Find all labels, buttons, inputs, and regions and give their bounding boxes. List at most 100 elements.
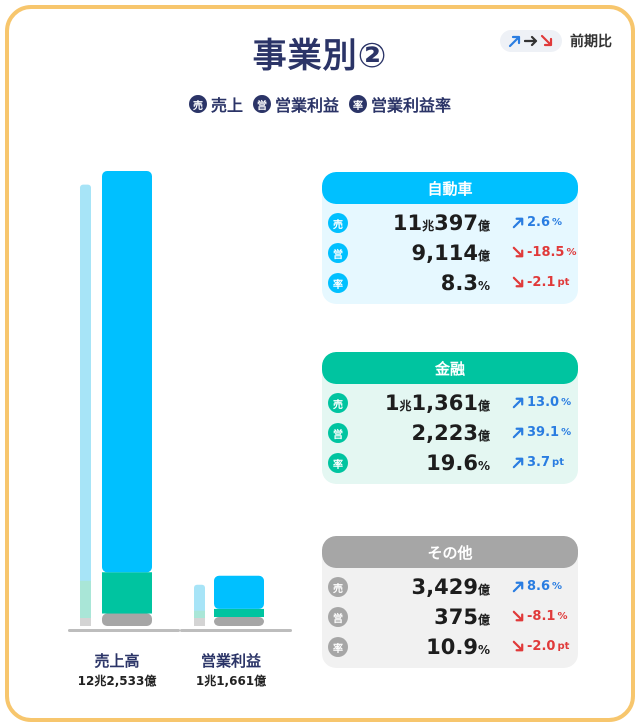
prev-bar-0 bbox=[80, 184, 91, 626]
sales-badge: 売 bbox=[188, 95, 207, 113]
segment-card-auto: 自動車売 11兆397億 2.6% 営 9,114億 -18.5% 率 8.3% -2.1 pt bbox=[322, 172, 578, 304]
down-arrow-icon bbox=[512, 640, 524, 652]
down-arrow-icon bbox=[512, 246, 524, 258]
bar-自動車-営業利益 bbox=[214, 575, 264, 609]
change-unit: % bbox=[561, 397, 572, 408]
metric-legend: 売 売上 営 営業利益 率 営業利益率 bbox=[0, 92, 640, 116]
prev-bar-other-0 bbox=[80, 618, 91, 626]
up-arrow-icon bbox=[512, 427, 524, 439]
margin-badge: 率 bbox=[349, 95, 367, 113]
page-title: 事業別② bbox=[252, 36, 388, 76]
metric-value: 11兆397億 bbox=[393, 211, 490, 235]
metric-unit1: % bbox=[477, 643, 490, 657]
segment-name: 自動車 bbox=[322, 172, 578, 204]
prev-bar-finance-0 bbox=[80, 580, 91, 618]
category-label-op: 営業利益 bbox=[200, 652, 261, 670]
metric-unit1: % bbox=[477, 459, 490, 473]
baseline-0 bbox=[68, 629, 180, 632]
metric-badge: 売 bbox=[328, 393, 348, 413]
metric-change: -2.1 pt bbox=[512, 275, 569, 290]
legend-margin: 率 営業利益率 bbox=[349, 92, 451, 116]
bar-金融-売上高 bbox=[102, 572, 152, 614]
change-value: -8.1 bbox=[527, 609, 556, 624]
metric-change: -2.0 pt bbox=[512, 639, 569, 654]
change-unit: pt bbox=[557, 277, 570, 288]
down-arrow-icon bbox=[512, 276, 524, 288]
change-value: -2.0 bbox=[527, 639, 556, 654]
metric-unit1: 億 bbox=[477, 613, 490, 627]
metric-row: 営 375億 -8.1% bbox=[322, 602, 578, 632]
metric-row: 営 2,223億 39.1% bbox=[322, 418, 578, 448]
category-value-sales: 12兆2,533億 bbox=[77, 674, 157, 688]
metric-badge: 率 bbox=[328, 637, 348, 657]
legend-op-label: 営業利益 bbox=[274, 96, 339, 115]
metric-change: 2.6% bbox=[512, 215, 562, 230]
metric-badge: 率 bbox=[328, 453, 348, 473]
op-badge: 営 bbox=[252, 95, 271, 113]
change-unit: % bbox=[552, 581, 563, 592]
up-arrow-icon bbox=[512, 581, 524, 593]
metric-change: 8.6% bbox=[512, 579, 562, 594]
metric-value2: 397 bbox=[434, 211, 478, 235]
metric-value: 9,114億 bbox=[412, 241, 490, 265]
change-value: 8.6 bbox=[527, 579, 551, 594]
metric-value2: 1,361 bbox=[411, 391, 478, 415]
metric-change: -8.1% bbox=[512, 609, 567, 624]
category-label-sales: 売上高 bbox=[94, 652, 140, 670]
segment-card-finance: 金融売 1兆1,361億 13.0% 営 2,223億 39.1% 率 19.6% 3.7 pt bbox=[322, 352, 578, 484]
metric-row: 売 1兆1,361億 13.0% bbox=[322, 388, 578, 418]
bar-その他-営業利益 bbox=[214, 617, 264, 626]
legend-op: 営 営業利益 bbox=[252, 92, 339, 116]
legend-sales: 売 売上 bbox=[188, 92, 243, 116]
metric-row: 率 8.3% -2.1 pt bbox=[322, 268, 578, 298]
metric-unit2: 億 bbox=[477, 219, 490, 233]
change-unit: pt bbox=[557, 641, 570, 652]
metric-value: 8.3% bbox=[441, 271, 490, 295]
up-arrow-icon bbox=[512, 457, 524, 469]
baseline-1 bbox=[180, 629, 292, 632]
down-arrow-icon bbox=[512, 610, 524, 622]
metric-row: 率 19.6% 3.7 pt bbox=[322, 448, 578, 478]
metric-change: 13.0% bbox=[512, 395, 571, 410]
up-arrow-icon bbox=[512, 217, 524, 229]
metric-change: 3.7 pt bbox=[512, 455, 564, 470]
metric-value: 11 bbox=[392, 211, 423, 235]
bar-自動車-売上高 bbox=[102, 171, 152, 573]
prev-period-label: 前期比 bbox=[570, 34, 612, 50]
metric-unit1: 兆 bbox=[399, 399, 412, 413]
metric-value: 375億 bbox=[434, 605, 490, 629]
legend-sales-label: 売上 bbox=[210, 96, 243, 115]
metric-badge: 売 bbox=[328, 213, 348, 233]
change-unit: % bbox=[566, 247, 577, 258]
metric-badge: 率 bbox=[328, 273, 348, 293]
metric-value: 375 bbox=[434, 605, 478, 629]
up-arrow-icon bbox=[512, 397, 524, 409]
metric-value: 10.9 bbox=[426, 635, 478, 659]
metric-value: 8.3 bbox=[440, 271, 478, 295]
prev-bar-finance-1 bbox=[194, 610, 205, 618]
change-value: 39.1 bbox=[527, 425, 560, 440]
segment-card-other: その他売 3,429 億 8.6% 営 375億 -8.1% 率 10.9% -2.0 pt bbox=[322, 536, 578, 668]
metric-value: 9,114 bbox=[411, 241, 478, 265]
category-value-op: 1兆1,661億 bbox=[195, 674, 267, 688]
metric-badge: 売 bbox=[328, 577, 348, 597]
metric-value: 3,429 bbox=[411, 575, 478, 599]
metric-badge: 営 bbox=[328, 607, 348, 627]
change-unit: % bbox=[557, 611, 568, 622]
prev-bar-other-1 bbox=[194, 618, 205, 626]
segment-name: その他 bbox=[322, 536, 578, 568]
change-value: -18.5 bbox=[527, 245, 565, 260]
bar-その他-売上高 bbox=[102, 613, 152, 626]
change-unit: pt bbox=[552, 457, 564, 468]
bar-金融-営業利益 bbox=[214, 608, 264, 617]
metric-change: 39.1% bbox=[512, 425, 571, 440]
legend-margin-label: 営業利益率 bbox=[371, 96, 452, 115]
metric-badge: 営 bbox=[328, 243, 348, 263]
change-legend: 前期比 bbox=[500, 30, 612, 52]
change-value: 3.7 bbox=[527, 455, 551, 470]
down-arrow-icon bbox=[540, 34, 553, 47]
segment-name: 金融 bbox=[322, 352, 578, 384]
arrow-legend-pill bbox=[500, 30, 562, 52]
